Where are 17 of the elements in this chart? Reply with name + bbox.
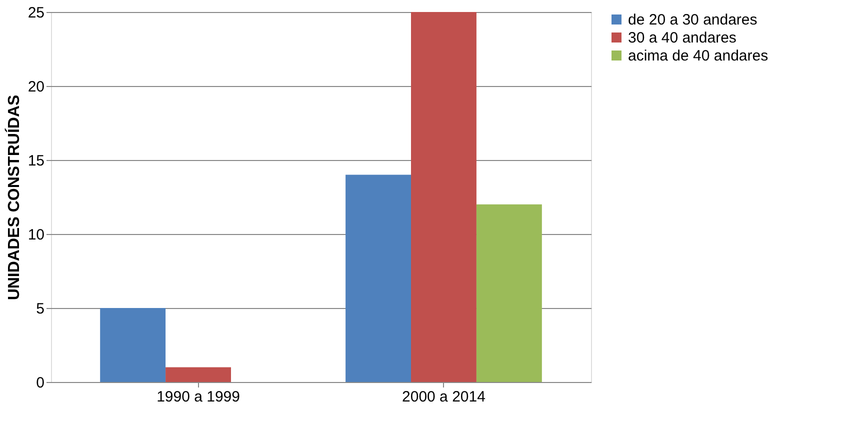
y-tick-label: 0 (36, 374, 44, 392)
y-tick-label: 20 (28, 78, 44, 96)
bar (476, 204, 542, 382)
legend-label: de 20 a 30 andares (628, 12, 758, 28)
y-tick-label: 10 (28, 226, 44, 244)
x-tick-label: 2000 a 2014 (402, 388, 486, 406)
bar (411, 12, 476, 382)
y-tick-label: 15 (28, 152, 44, 170)
y-axis-title: UNIDADES CONSTRUÍDAS (4, 94, 23, 300)
legend-label: 30 a 40 andares (628, 30, 736, 46)
bar (166, 367, 231, 382)
y-tick-label: 25 (28, 4, 44, 22)
bar (346, 174, 411, 382)
legend-label: acima de 40 andares (628, 48, 768, 64)
x-tick-label: 1990 a 1999 (156, 388, 240, 406)
bar (100, 308, 166, 382)
y-tick-label: 5 (36, 300, 44, 318)
